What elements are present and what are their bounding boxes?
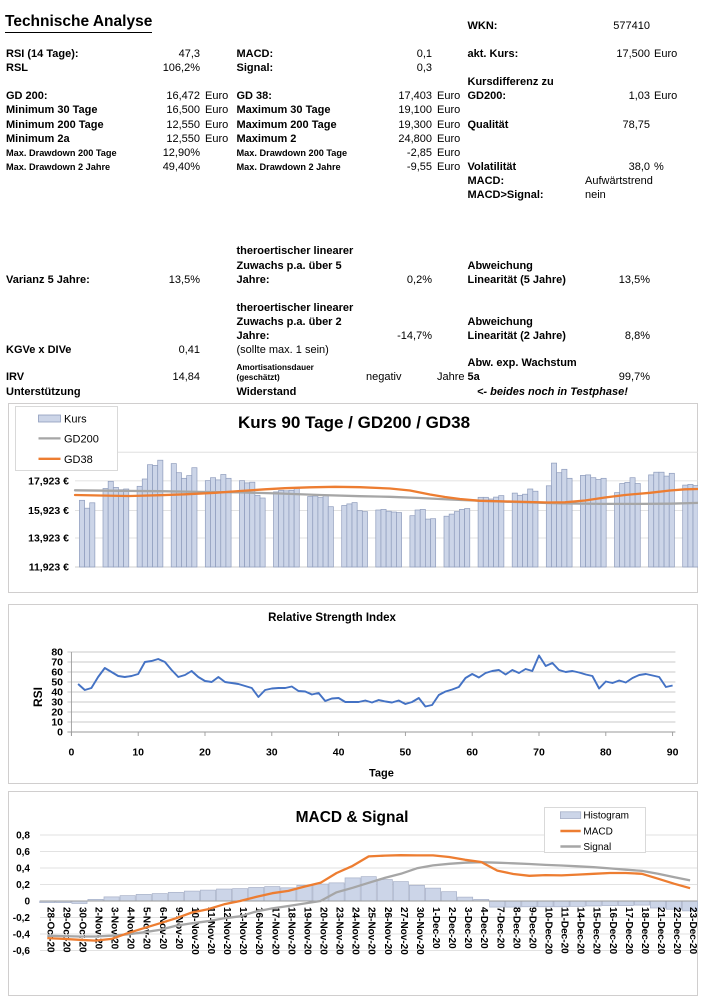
svg-text:MACD: MACD bbox=[583, 827, 612, 838]
svg-text:19-Nov-20: 19-Nov-20 bbox=[301, 907, 312, 955]
svg-text:0: 0 bbox=[68, 747, 74, 759]
svg-text:17-Dec-20: 17-Dec-20 bbox=[623, 907, 634, 955]
svg-text:80: 80 bbox=[51, 647, 63, 659]
svg-text:8-Dec-20: 8-Dec-20 bbox=[510, 907, 521, 949]
svg-text:60: 60 bbox=[466, 747, 478, 759]
svg-text:40: 40 bbox=[333, 747, 345, 759]
svg-text:50: 50 bbox=[400, 747, 412, 759]
svg-text:GD200: GD200 bbox=[64, 433, 99, 445]
svg-text:25-Nov-20: 25-Nov-20 bbox=[366, 907, 377, 955]
svg-text:0,4: 0,4 bbox=[16, 864, 30, 875]
svg-text:23-Nov-20: 23-Nov-20 bbox=[334, 907, 345, 955]
svg-text:10-Dec-20: 10-Dec-20 bbox=[543, 907, 554, 955]
svg-text:Tage: Tage bbox=[369, 768, 394, 780]
svg-text:10: 10 bbox=[51, 717, 63, 729]
svg-text:13,923 €: 13,923 € bbox=[28, 533, 69, 545]
svg-text:20: 20 bbox=[51, 707, 63, 719]
svg-text:29-Oct-20: 29-Oct-20 bbox=[60, 907, 71, 953]
svg-text:3-Nov-20: 3-Nov-20 bbox=[109, 907, 120, 950]
svg-text:40: 40 bbox=[51, 687, 63, 699]
svg-text:21-Dec-20: 21-Dec-20 bbox=[655, 907, 666, 955]
svg-text:10: 10 bbox=[132, 747, 144, 759]
svg-text:Histogram: Histogram bbox=[583, 811, 629, 822]
svg-text:28-Oct-20: 28-Oct-20 bbox=[44, 907, 55, 953]
svg-text:26-Nov-20: 26-Nov-20 bbox=[382, 907, 393, 955]
svg-text:Kurs 90 Tage / GD200 / GD38: Kurs 90 Tage / GD200 / GD38 bbox=[238, 413, 470, 432]
svg-text:70: 70 bbox=[533, 747, 545, 759]
svg-text:30-Nov-20: 30-Nov-20 bbox=[414, 907, 425, 955]
svg-text:-0,6: -0,6 bbox=[13, 946, 31, 957]
svg-text:15-Dec-20: 15-Dec-20 bbox=[591, 907, 602, 955]
svg-text:Relative Strength Index: Relative Strength Index bbox=[268, 612, 396, 624]
svg-text:24-Nov-20: 24-Nov-20 bbox=[350, 907, 361, 955]
svg-text:30-Oct-20: 30-Oct-20 bbox=[76, 907, 87, 953]
svg-text:MACD & Signal: MACD & Signal bbox=[296, 809, 409, 826]
svg-text:GD38: GD38 bbox=[64, 454, 93, 466]
svg-text:90: 90 bbox=[667, 747, 679, 759]
svg-text:13-Nov-20: 13-Nov-20 bbox=[237, 907, 248, 955]
svg-text:RSI: RSI bbox=[31, 687, 45, 707]
svg-text:0: 0 bbox=[24, 897, 30, 908]
svg-text:4-Dec-20: 4-Dec-20 bbox=[478, 907, 489, 949]
svg-text:3-Dec-20: 3-Dec-20 bbox=[462, 907, 473, 949]
svg-text:30: 30 bbox=[266, 747, 278, 759]
svg-text:22-Dec-20: 22-Dec-20 bbox=[671, 907, 682, 955]
svg-text:1-Dec-20: 1-Dec-20 bbox=[430, 907, 441, 949]
svg-text:Kurs: Kurs bbox=[64, 414, 87, 426]
svg-text:0,6: 0,6 bbox=[16, 847, 30, 858]
svg-text:10-Nov-20: 10-Nov-20 bbox=[189, 907, 200, 955]
svg-text:27-Nov-20: 27-Nov-20 bbox=[398, 907, 409, 955]
svg-text:-0,4: -0,4 bbox=[13, 930, 31, 941]
svg-text:17-Nov-20: 17-Nov-20 bbox=[269, 907, 280, 955]
svg-text:20-Nov-20: 20-Nov-20 bbox=[318, 907, 329, 955]
svg-text:50: 50 bbox=[51, 677, 63, 689]
svg-text:7-Dec-20: 7-Dec-20 bbox=[494, 907, 505, 949]
svg-text:60: 60 bbox=[51, 667, 63, 679]
svg-text:12-Nov-20: 12-Nov-20 bbox=[221, 907, 232, 955]
svg-text:23-Dec-20: 23-Dec-20 bbox=[687, 907, 698, 955]
svg-text:11,923 €: 11,923 € bbox=[29, 562, 69, 574]
svg-text:Signal: Signal bbox=[583, 842, 611, 853]
svg-text:9-Nov-20: 9-Nov-20 bbox=[173, 907, 184, 950]
svg-text:0,2: 0,2 bbox=[16, 880, 30, 891]
svg-text:30: 30 bbox=[51, 697, 63, 709]
svg-text:14-Dec-20: 14-Dec-20 bbox=[575, 907, 586, 955]
svg-text:0: 0 bbox=[57, 727, 63, 739]
svg-text:18-Nov-20: 18-Nov-20 bbox=[285, 907, 296, 955]
svg-text:9-Dec-20: 9-Dec-20 bbox=[526, 907, 537, 949]
svg-text:70: 70 bbox=[51, 657, 63, 669]
svg-text:-0,2: -0,2 bbox=[13, 913, 31, 924]
svg-text:2-Dec-20: 2-Dec-20 bbox=[446, 907, 457, 949]
svg-text:17,923 €: 17,923 € bbox=[28, 475, 69, 487]
svg-text:11-Nov-20: 11-Nov-20 bbox=[205, 907, 216, 955]
svg-text:0,8: 0,8 bbox=[16, 831, 30, 842]
svg-text:18-Dec-20: 18-Dec-20 bbox=[639, 907, 650, 955]
svg-text:80: 80 bbox=[600, 747, 612, 759]
svg-text:2-Nov-20: 2-Nov-20 bbox=[93, 907, 104, 950]
svg-text:16-Nov-20: 16-Nov-20 bbox=[253, 907, 264, 955]
svg-text:20: 20 bbox=[199, 747, 211, 759]
svg-text:11-Dec-20: 11-Dec-20 bbox=[559, 907, 570, 954]
svg-text:4-Nov-20: 4-Nov-20 bbox=[125, 907, 136, 950]
svg-text:15,923 €: 15,923 € bbox=[28, 505, 69, 517]
svg-text:16-Dec-20: 16-Dec-20 bbox=[607, 907, 618, 955]
